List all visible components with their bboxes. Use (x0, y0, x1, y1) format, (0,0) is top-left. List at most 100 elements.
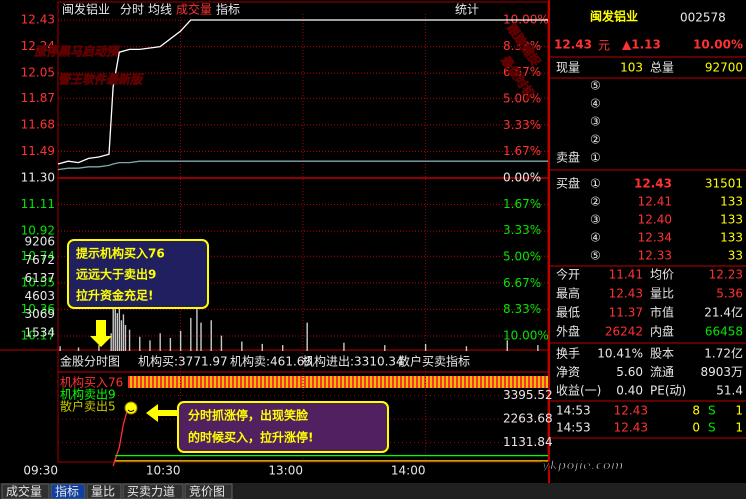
volume-bar (465, 346, 468, 351)
volume-bar (424, 343, 427, 351)
field-value: 11.37 (609, 306, 643, 320)
y2-tick-label: 6.67% (503, 276, 541, 290)
y2-tick-label: 1.67% (503, 144, 541, 158)
stat-button: 统计 (455, 3, 479, 17)
indicator-stat: 机构进出:3310.34 (302, 354, 404, 369)
arrow (90, 320, 112, 347)
y2-tick-label: 6.67% (503, 65, 541, 79)
tab-label: 指标 (55, 484, 79, 499)
y-tick-label: 2263.68 (503, 412, 553, 426)
volume-tick-label: 7672 (24, 253, 55, 267)
volume-bar (139, 336, 141, 351)
volume-bar (59, 346, 61, 351)
series-line (112, 409, 129, 467)
field-label: 最高 (556, 286, 580, 301)
y-tick-label: 10.55 (21, 275, 55, 289)
quote-code: 002578 (680, 11, 726, 25)
sell-level: ⑤ (590, 79, 601, 93)
volume-tick-label: 1534 (24, 325, 55, 339)
smiley (124, 401, 138, 415)
sell-level: ④ (590, 97, 601, 111)
tab[interactable] (50, 483, 86, 499)
y2-tick-label: 10.00% (503, 329, 549, 343)
legend-entry: 机构买入76 (60, 375, 123, 390)
y-tick-label: 1131.84 (503, 435, 553, 449)
volume-bar (128, 329, 131, 351)
tick-time: 14:53 (556, 421, 591, 435)
y-tick-label: 10.92 (21, 224, 55, 238)
x-tick-label: 09:30 (23, 464, 58, 478)
sell-level: ② (590, 133, 601, 147)
field-value: 21.4亿 (704, 305, 743, 320)
callout-text: 拉升资金充足! (76, 288, 153, 303)
y-tick-label: 10.17 (21, 329, 55, 343)
y2-tick-label: 1.67% (503, 197, 541, 211)
volume-bar (112, 300, 114, 351)
buy-price: 12.34 (638, 231, 672, 245)
stock-title: 闽发铝业 (62, 2, 110, 17)
volume-tick-label: 9206 (24, 235, 55, 249)
field-value: 11.41 (609, 268, 643, 282)
volume-bar (241, 341, 243, 351)
field-label: 换手 (556, 347, 580, 361)
tab[interactable] (122, 483, 184, 499)
signal-band (128, 376, 548, 388)
quote-change: ▲1.13 (622, 38, 661, 52)
y-tick-label: 12.24 (21, 39, 55, 53)
volume-bar (120, 320, 123, 351)
tick-count: 1 (735, 404, 743, 418)
buy-volume: 133 (720, 231, 743, 245)
quote-name: 闽发铝业 (590, 9, 638, 24)
volume-bar (124, 324, 127, 351)
tab-label: 量比 (91, 485, 115, 499)
volume-bar (306, 322, 308, 351)
y2-tick-label: 8.33% (503, 302, 541, 316)
volume-bar (77, 347, 80, 351)
tab[interactable] (184, 483, 233, 499)
volume-bar (169, 337, 172, 351)
field-label: 股本 (650, 347, 674, 361)
field-label: 净资 (556, 365, 580, 379)
field-label: 外盘 (556, 324, 580, 339)
tab[interactable] (1, 483, 50, 499)
buy-level: ① (590, 177, 601, 191)
field-label: 均价 (650, 268, 674, 282)
callout-text: 的时候买入，拉升涨停! (188, 430, 313, 445)
buy-volume: 133 (720, 213, 743, 227)
buy-level: ④ (590, 231, 601, 245)
buy-price: 12.40 (638, 213, 672, 227)
y2-tick-label: 3.33% (503, 223, 541, 237)
sell-level: ③ (590, 115, 601, 129)
buy-volume: 31501 (705, 177, 743, 191)
volume-bar (159, 333, 161, 351)
volume-bar (220, 335, 223, 351)
field-label: 现量 (556, 61, 580, 75)
volume-tick-label: 3069 (24, 307, 55, 321)
volume-bar (118, 303, 121, 351)
field-label: PE(动) (650, 384, 686, 398)
field-value: 1.72亿 (704, 346, 743, 361)
field-value: 5.60 (616, 365, 643, 379)
promo-text: 涨停黑马启动预 (34, 45, 121, 59)
menu-item: 成交量 (176, 2, 212, 17)
volume-bar (149, 340, 151, 351)
y-tick-label: 11.11 (21, 197, 55, 211)
tick-price: 12.43 (614, 404, 648, 418)
volume-bar (384, 345, 386, 351)
field-value: 92700 (705, 61, 743, 75)
y-tick-label: 11.87 (21, 91, 55, 105)
y-tick-label: 11.49 (21, 144, 55, 158)
field-value: 12.23 (709, 268, 743, 282)
field-label: 流通 (650, 365, 674, 379)
y-tick-label: 12.05 (21, 66, 55, 80)
y2-tick-label: 5.00% (503, 92, 541, 106)
volume-bar (261, 343, 263, 351)
quote-unit: 元 (598, 39, 610, 53)
buy-price: 12.33 (638, 249, 672, 263)
field-label: 今开 (556, 267, 580, 282)
callout-box (67, 239, 209, 309)
tab[interactable] (86, 483, 122, 499)
y2-tick-label: 0.00% (503, 171, 541, 185)
buy-price: 12.43 (634, 177, 672, 191)
